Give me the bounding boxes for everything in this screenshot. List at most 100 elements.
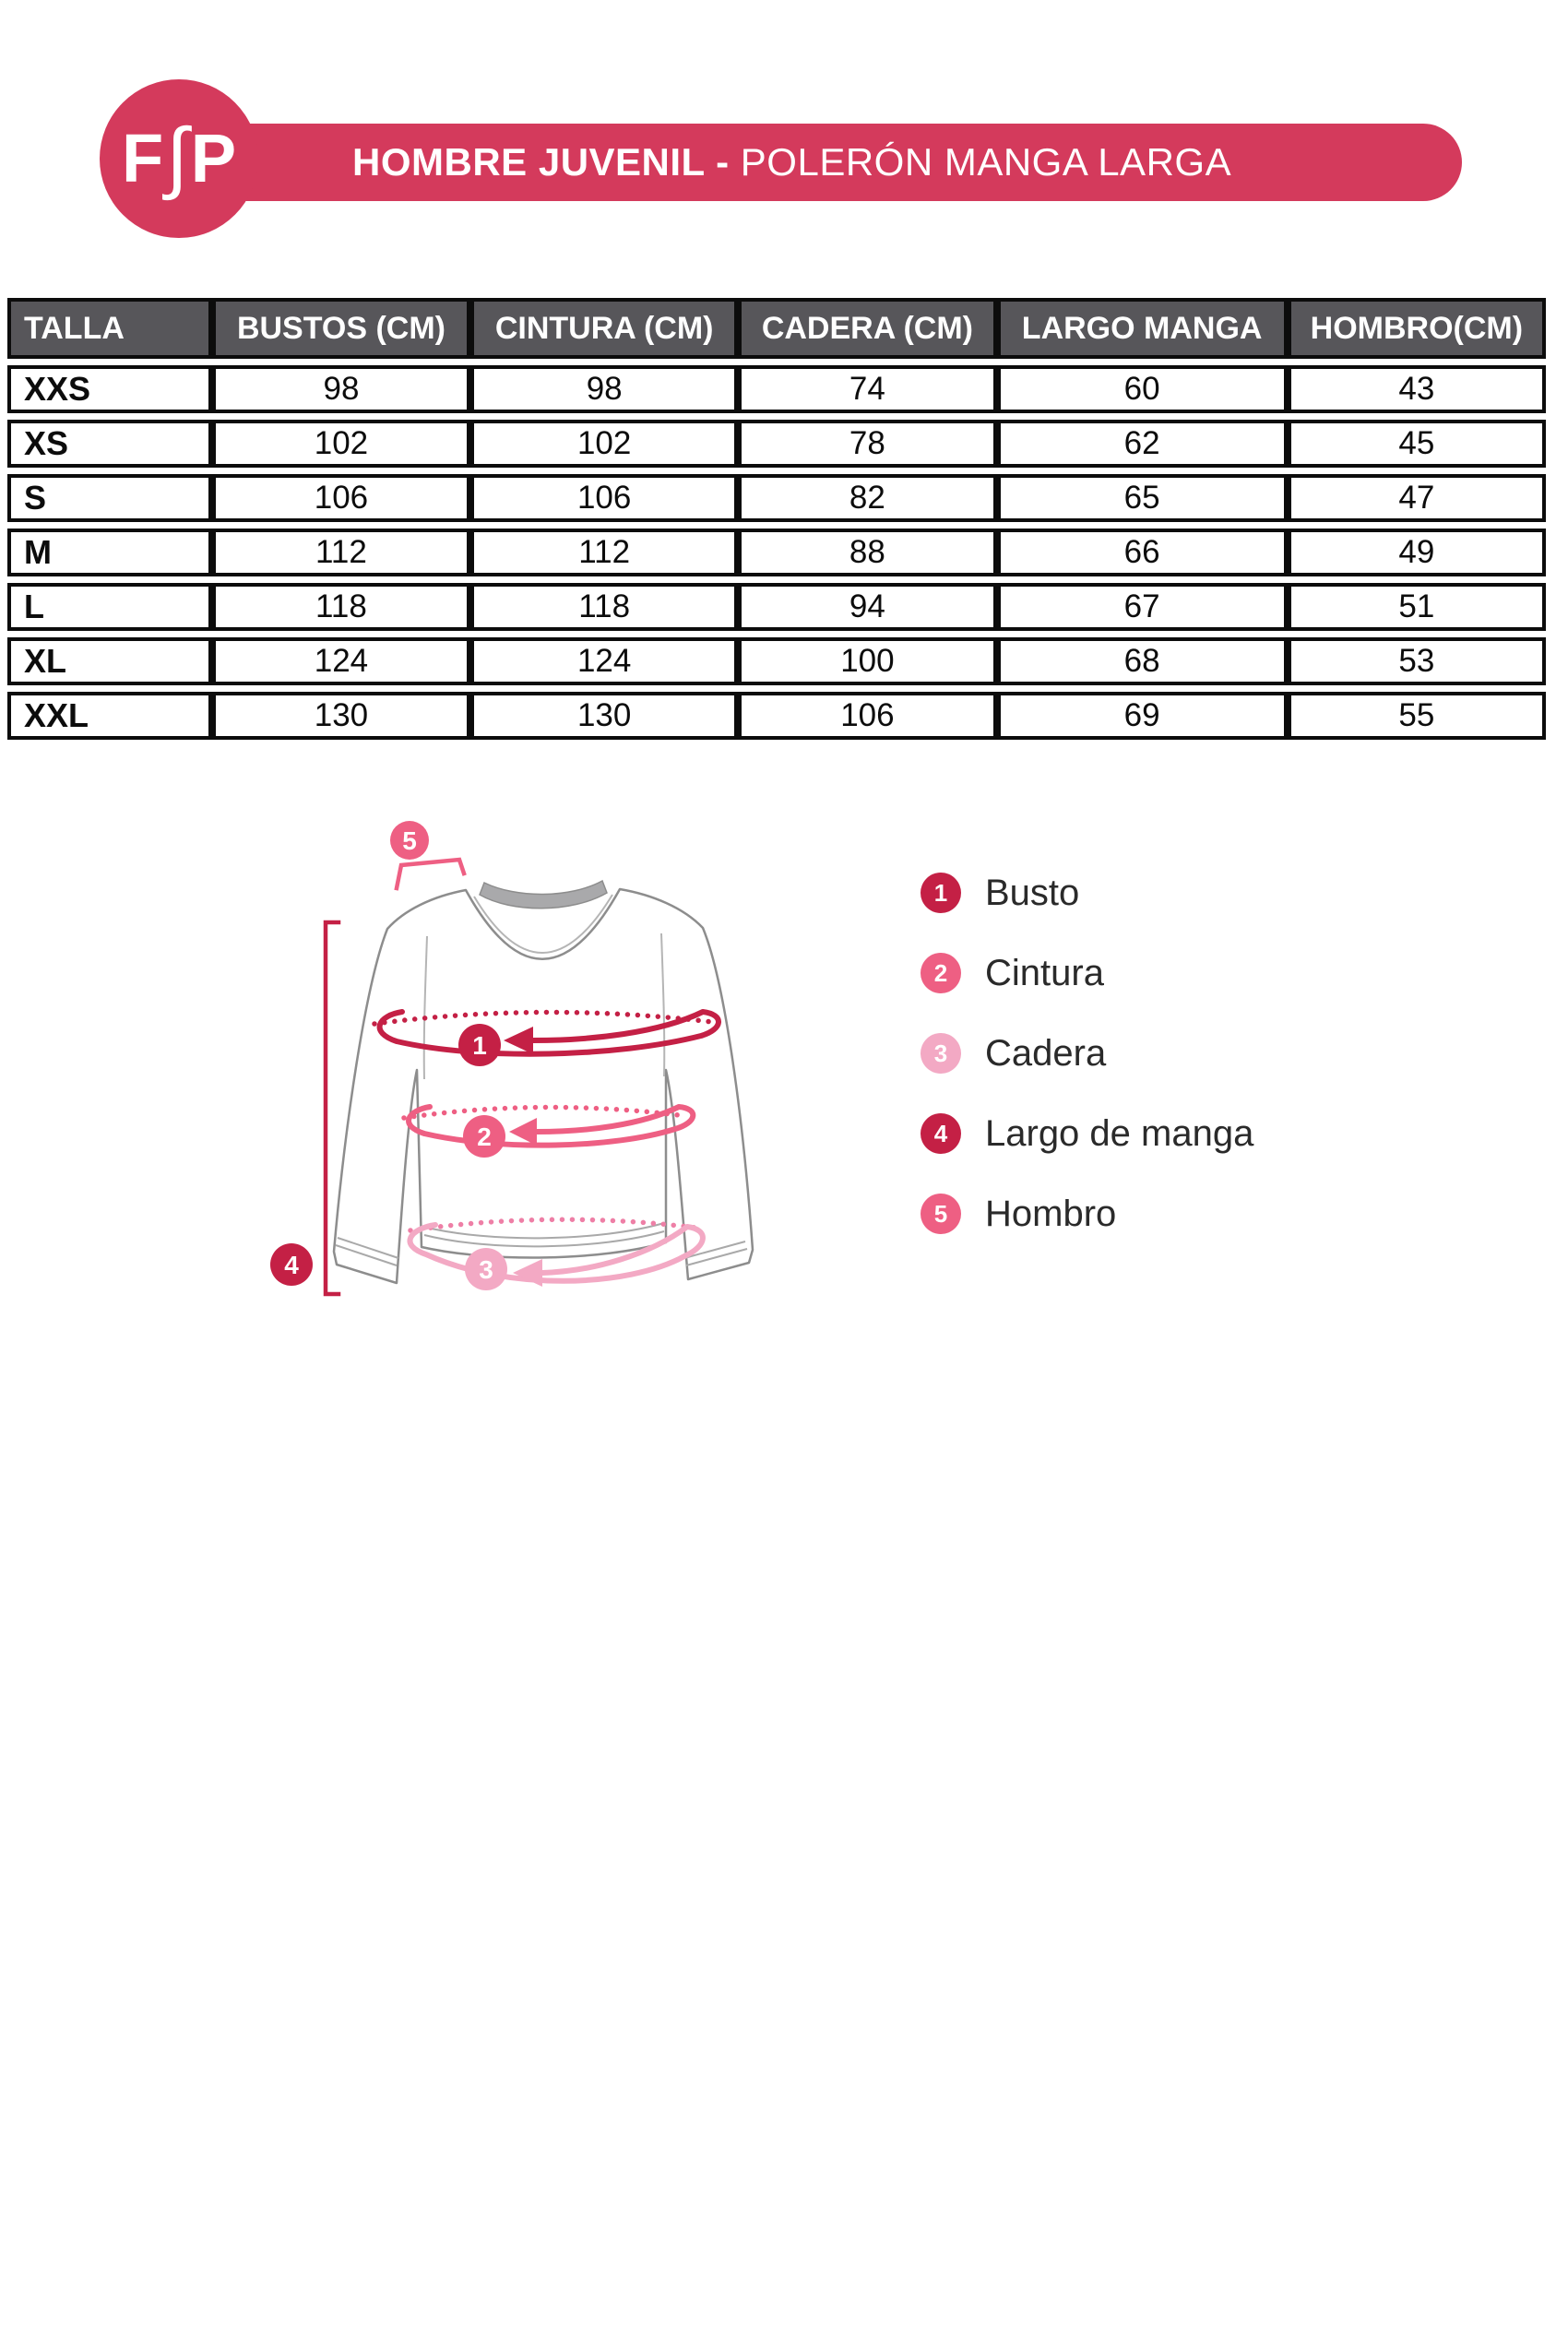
marker-4-sleeve bbox=[270, 1243, 313, 1286]
measurement-value: 82 bbox=[738, 474, 997, 522]
measurement-value: 78 bbox=[738, 420, 997, 468]
collar-band bbox=[479, 879, 608, 909]
measurement-value: 51 bbox=[1287, 583, 1546, 631]
legend-label: Busto bbox=[985, 872, 1080, 913]
left-cuff-stitch bbox=[335, 1237, 399, 1266]
measurement-value: 60 bbox=[996, 365, 1288, 413]
column-header-1: BUSTOS (CM) bbox=[211, 298, 471, 359]
column-header-2: CINTURA (CM) bbox=[470, 298, 739, 359]
legend-item-cadera: 3 Cadera bbox=[921, 1033, 1253, 1074]
measurement-value: 67 bbox=[996, 583, 1288, 631]
column-header-4: LARGO MANGA bbox=[996, 298, 1288, 359]
measurement-value: 66 bbox=[996, 529, 1288, 576]
size-label: S bbox=[7, 474, 212, 522]
waist-dotted-line bbox=[401, 1104, 689, 1121]
legend-badge-1: 1 bbox=[921, 873, 961, 913]
hem-stitch bbox=[423, 1230, 665, 1248]
measurement-value: 62 bbox=[996, 420, 1288, 468]
legend-badge-2: 2 bbox=[921, 953, 961, 993]
column-header-0: TALLA bbox=[7, 298, 212, 359]
table-header-row: TALLA BUSTOS (CM) CINTURA (CM) CADERA (CM) L… bbox=[7, 298, 1546, 359]
logo-letter-f: F bbox=[121, 120, 164, 196]
size-table-header: TALLA BUSTOS (CM) CINTURA (CM) CADERA (CM) L… bbox=[7, 298, 1546, 359]
measurement-value: 106 bbox=[738, 692, 997, 740]
sweatshirt-outline bbox=[332, 887, 754, 1285]
table-row-xxl: XXL 130 130 106 69 55 bbox=[7, 692, 1546, 740]
left-shoulder-seam bbox=[422, 935, 428, 1080]
marker-1-bust bbox=[458, 1024, 501, 1066]
legend-badge-4: 4 bbox=[921, 1113, 961, 1154]
bust-dotted-line bbox=[372, 1009, 715, 1027]
measurement-value: 118 bbox=[470, 583, 739, 631]
table-row-m: M 112 112 88 66 49 bbox=[7, 529, 1546, 576]
size-label: XXS bbox=[7, 365, 212, 413]
legend-item-busto: 1 Busto bbox=[921, 873, 1253, 913]
table-row-xs: XS 102 102 78 62 45 bbox=[7, 420, 1546, 468]
measurement-value: 106 bbox=[211, 474, 471, 522]
right-shoulder-seam bbox=[660, 932, 666, 1077]
size-label: XL bbox=[7, 637, 212, 685]
bust-arrowhead bbox=[504, 1027, 533, 1054]
size-table-body: XXS 98 98 74 60 43 XS 102 102 78 62 45 S 106 106 82 65 47… bbox=[7, 365, 1546, 740]
measurement-diagram: 1 2 3 4 5 bbox=[270, 821, 754, 1297]
marker-1-number: 1 bbox=[472, 1031, 487, 1060]
measurement-value: 94 bbox=[738, 583, 997, 631]
neck-inner-line bbox=[473, 894, 613, 954]
logo-letter-p: P bbox=[190, 120, 237, 196]
measurement-value: 53 bbox=[1287, 637, 1546, 685]
measurement-value: 106 bbox=[470, 474, 739, 522]
measurement-value: 45 bbox=[1287, 420, 1546, 468]
size-label: XXL bbox=[7, 692, 212, 740]
marker-3-number: 3 bbox=[479, 1255, 493, 1284]
size-label: M bbox=[7, 529, 212, 576]
table-row-xl: XL 124 124 100 68 53 bbox=[7, 637, 1546, 685]
right-cuff-stitch bbox=[683, 1241, 748, 1266]
legend-label: Cintura bbox=[985, 952, 1104, 993]
brand-logo-text: F ∫ P bbox=[121, 111, 237, 203]
title-bold: HOMBRE JUVENIL - bbox=[352, 140, 741, 184]
waist-arrowhead bbox=[509, 1118, 537, 1146]
marker-4-number: 4 bbox=[284, 1251, 299, 1279]
measurement-value: 68 bbox=[996, 637, 1288, 685]
measurement-value: 102 bbox=[470, 420, 739, 468]
measurement-value: 124 bbox=[211, 637, 471, 685]
marker-3-hip bbox=[465, 1248, 507, 1290]
hip-arrowhead bbox=[513, 1259, 542, 1287]
measurement-value: 69 bbox=[996, 692, 1288, 740]
legend-item-cintura: 2 Cintura bbox=[921, 953, 1253, 993]
measurement-value: 55 bbox=[1287, 692, 1546, 740]
measurement-value: 124 bbox=[470, 637, 739, 685]
marker-5-shoulder bbox=[390, 821, 429, 860]
legend-label: Cadera bbox=[985, 1032, 1107, 1074]
measurement-legend: 1 Busto 2 Cintura 3 Cadera 4 Largo de manga 5 Hom… bbox=[921, 873, 1253, 1274]
legend-badge-3: 3 bbox=[921, 1033, 961, 1074]
size-label: L bbox=[7, 583, 212, 631]
measurement-value: 130 bbox=[470, 692, 739, 740]
table-row-xxs: XXS 98 98 74 60 43 bbox=[7, 365, 1546, 413]
table-row-s: S 106 106 82 65 47 bbox=[7, 474, 1546, 522]
size-table: TALLA BUSTOS (CM) CINTURA (CM) CADERA (CM) L… bbox=[7, 291, 1546, 746]
measurement-value: 65 bbox=[996, 474, 1288, 522]
measurement-value: 100 bbox=[738, 637, 997, 685]
legend-item-largo-de-manga: 4 Largo de manga bbox=[921, 1113, 1253, 1154]
size-label: XS bbox=[7, 420, 212, 468]
table-row-l: L 118 118 94 67 51 bbox=[7, 583, 1546, 631]
measurement-value: 118 bbox=[211, 583, 471, 631]
measurement-value: 102 bbox=[211, 420, 471, 468]
hip-dotted-line bbox=[408, 1217, 698, 1233]
title-banner: HOMBRE JUVENIL - POLERÓN MANGA LARGA bbox=[221, 124, 1462, 201]
measurement-value: 98 bbox=[470, 365, 739, 413]
marker-5-number: 5 bbox=[402, 826, 417, 855]
logo-integral-glyph: ∫ bbox=[166, 111, 188, 203]
legend-item-hombro: 5 Hombro bbox=[921, 1194, 1253, 1234]
measurement-value: 98 bbox=[211, 365, 471, 413]
measurement-value: 112 bbox=[211, 529, 471, 576]
legend-badge-5: 5 bbox=[921, 1194, 961, 1234]
column-header-3: CADERA (CM) bbox=[738, 298, 997, 359]
column-header-5: HOMBRO(CM) bbox=[1287, 298, 1546, 359]
measurement-value: 43 bbox=[1287, 365, 1546, 413]
measurement-value: 88 bbox=[738, 529, 997, 576]
measurement-value: 74 bbox=[738, 365, 997, 413]
sleeve-length-line bbox=[323, 920, 341, 1297]
